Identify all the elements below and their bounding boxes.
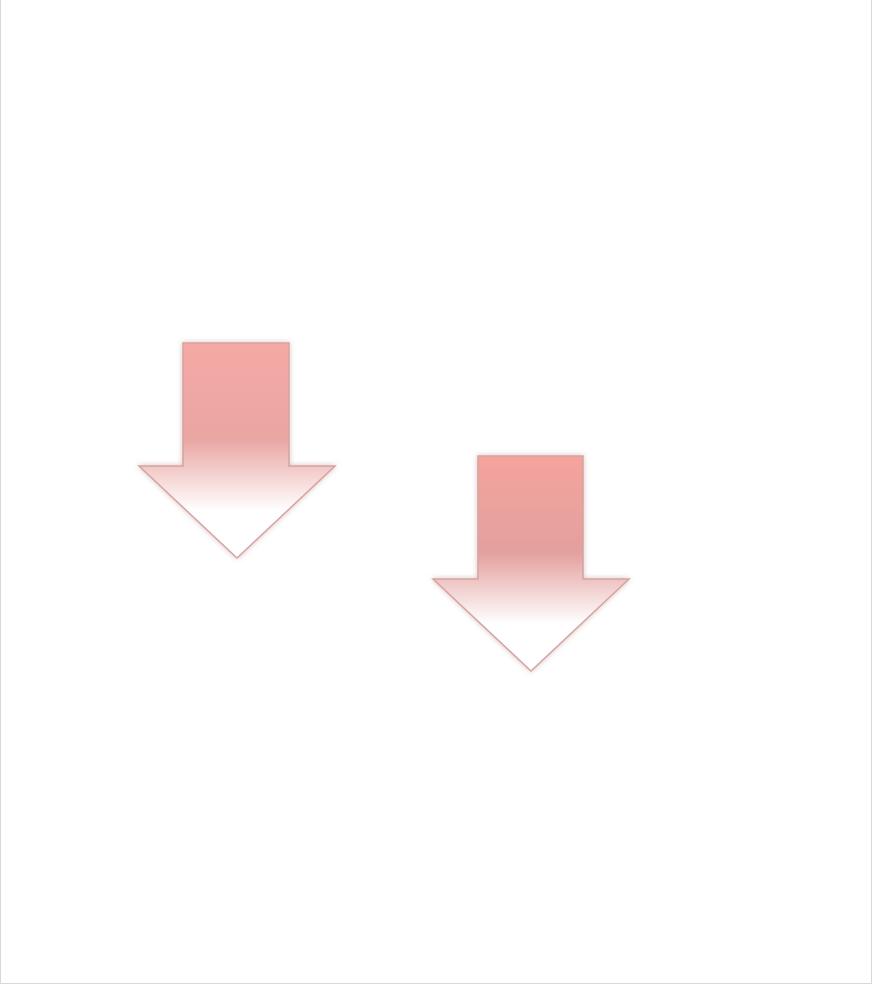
down-arrow-right: [431, 455, 631, 673]
down-arrow-left: [137, 342, 337, 560]
